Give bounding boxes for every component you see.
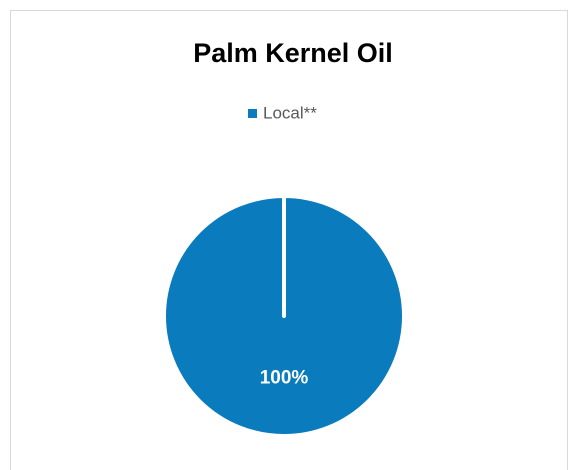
legend-swatch bbox=[248, 109, 257, 118]
chart-title: Palm Kernel Oil bbox=[193, 38, 393, 68]
data-label: 100% bbox=[260, 367, 309, 388]
pie-slice bbox=[162, 194, 406, 438]
legend-label: Local** bbox=[263, 103, 317, 122]
